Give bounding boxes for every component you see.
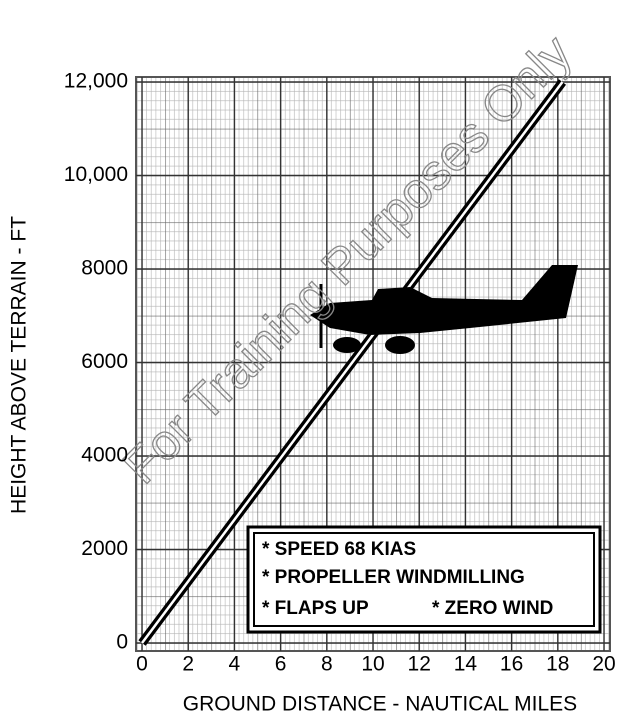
- note: * PROPELLER WINDMILLING: [262, 567, 525, 588]
- airplane-silhouette: [310, 265, 578, 354]
- notes-box: [246, 525, 602, 634]
- x-axis-label: GROUND DISTANCE - NAUTICAL MILES: [183, 693, 577, 716]
- y-tick-label: 6000: [81, 350, 128, 373]
- y-tick-label: 0: [116, 631, 128, 654]
- note: * ZERO WIND: [432, 598, 553, 619]
- y-axis-label: HEIGHT ABOVE TERRAIN - FT: [8, 216, 31, 514]
- x-tick-label: 16: [500, 653, 523, 676]
- y-tick-label: 2000: [81, 537, 128, 560]
- y-tick-label: 12,000: [64, 70, 128, 93]
- note: * FLAPS UP: [262, 598, 369, 619]
- y-tick-label: 10,000: [64, 163, 128, 186]
- note: * SPEED 68 KIAS: [262, 539, 416, 560]
- series: [138, 79, 567, 646]
- notes-box-inner: [253, 532, 595, 627]
- x-tick-label: 4: [229, 653, 241, 676]
- glide-line-center: [140, 81, 564, 644]
- x-tick-label: 12: [408, 653, 431, 676]
- y-tick-label: 8000: [81, 257, 128, 280]
- x-tick-label: 2: [182, 653, 194, 676]
- x-tick-label: 18: [546, 653, 569, 676]
- x-tick-label: 20: [592, 653, 615, 676]
- x-tick-label: 8: [321, 653, 333, 676]
- x-tick-label: 0: [136, 653, 148, 676]
- x-tick-label: 14: [454, 653, 478, 676]
- x-tick-label: 6: [275, 653, 287, 676]
- x-tick-label: 10: [361, 653, 384, 676]
- y-tick-label: 4000: [81, 444, 128, 467]
